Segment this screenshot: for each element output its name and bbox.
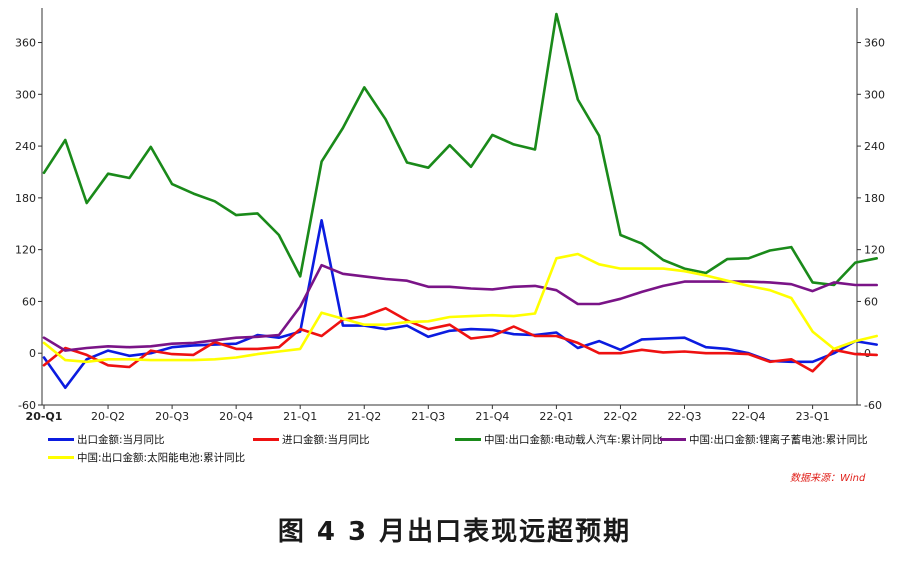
x-tick-label: 23-Q1: [796, 410, 830, 423]
legend-item: 中国:出口金额:太阳能电池:累计同比: [48, 450, 245, 465]
y-tick-label-right: 240: [864, 140, 885, 153]
legend-label: 中国:出口金额:锂离子蓄电池:累计同比: [689, 434, 868, 446]
x-tick-label: 20-Q1: [26, 410, 63, 423]
x-tick-label: 20-Q2: [91, 410, 125, 423]
series-line-2: [42, 306, 879, 373]
y-tick-label-right: 180: [864, 192, 885, 205]
y-tick-label-left: 240: [15, 140, 36, 153]
y-tick-label-right: 120: [864, 244, 885, 257]
y-tick-label-left: 360: [15, 37, 36, 50]
legend-swatch: [253, 438, 279, 441]
x-tick-label: 22-Q3: [667, 410, 701, 423]
legend-item: 中国:出口金额:锂离子蓄电池:累计同比: [660, 432, 868, 447]
x-tick-label: 22-Q1: [539, 410, 573, 423]
y-tick-label-right: 300: [864, 88, 885, 101]
legend-label: 中国:出口金额:电动载人汽车:累计同比: [484, 434, 663, 446]
series-line-4: [42, 263, 879, 352]
x-tick-label: 21-Q3: [411, 410, 445, 423]
series-line-3: [42, 12, 879, 287]
series-line-1: [42, 219, 879, 390]
legend-item: 进口金额:当月同比: [253, 432, 370, 447]
y-tick-label-right: -60: [864, 399, 882, 412]
y-tick-label-left: 300: [15, 88, 36, 101]
y-tick-label-left: -60: [18, 399, 36, 412]
y-tick-label-right: 360: [864, 37, 885, 50]
legend-swatch: [660, 438, 686, 441]
y-tick-label-left: 60: [22, 295, 36, 308]
legend-item: 中国:出口金额:电动载人汽车:累计同比: [455, 432, 663, 447]
x-tick-label: 22-Q2: [603, 410, 637, 423]
y-tick-label-right: 60: [864, 295, 878, 308]
legend-swatch: [48, 456, 74, 459]
x-tick-label: 20-Q3: [155, 410, 189, 423]
x-tick-label: 22-Q4: [732, 410, 766, 423]
legend-label: 出口金额:当月同比: [77, 434, 165, 446]
legend-item: 出口金额:当月同比: [48, 432, 165, 447]
y-tick-label-left: 180: [15, 192, 36, 205]
legend-label: 进口金额:当月同比: [282, 434, 370, 446]
x-tick-label: 21-Q1: [283, 410, 317, 423]
chart-series: [42, 12, 879, 390]
legend-label: 中国:出口金额:太阳能电池:累计同比: [77, 452, 246, 464]
figure-caption: 图 4 3 月出口表现远超预期: [277, 517, 632, 547]
x-tick-label: 21-Q4: [475, 410, 509, 423]
legend-swatch: [455, 438, 481, 441]
legend-swatch: [48, 438, 74, 441]
x-tick-label: 21-Q2: [347, 410, 381, 423]
y-tick-label-left: 0: [29, 347, 36, 360]
x-tick-label: 20-Q4: [219, 410, 253, 423]
data-source-note: 数据来源：Wind: [790, 473, 866, 484]
series-line-5: [42, 252, 879, 364]
y-tick-label-left: 120: [15, 244, 36, 257]
